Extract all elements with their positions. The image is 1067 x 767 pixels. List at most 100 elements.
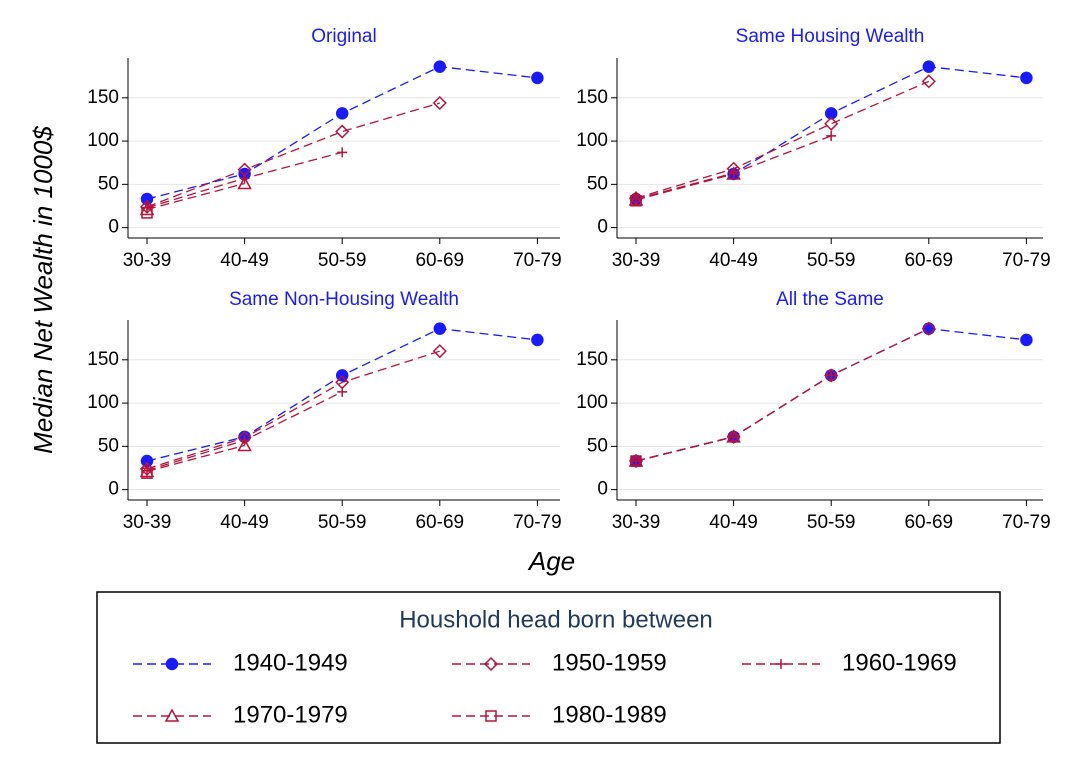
panel: 0 50 100 150 30-39 40-49 50-59 60-69 70-79 <box>576 58 1051 271</box>
series-line <box>635 173 734 201</box>
panel: 0 50 100 150 30-39 40-49 50-59 60-69 70-79 <box>87 320 562 533</box>
marker <box>1020 333 1033 347</box>
marker <box>433 60 447 73</box>
x-axis-label: Age <box>527 546 575 576</box>
legend-title: Houshold head born between <box>399 606 713 633</box>
x-tick-label: 50-59 <box>318 250 367 271</box>
y-tick-label: 0 <box>108 217 119 238</box>
x-tick-label: 30-39 <box>123 512 172 533</box>
panel-title: Same Housing Wealth <box>736 26 925 47</box>
series-line <box>146 182 245 211</box>
legend-box <box>96 591 1001 744</box>
marker <box>824 116 839 131</box>
marker <box>1020 71 1033 85</box>
legend-marker <box>165 657 179 671</box>
x-tick-label: 70-79 <box>513 512 562 533</box>
x-tick-label: 70-79 <box>1002 250 1051 271</box>
y-tick-label: 50 <box>98 173 119 194</box>
series-line <box>146 350 440 470</box>
marker <box>921 321 936 336</box>
marker <box>630 455 642 467</box>
x-tick-label: 70-79 <box>513 250 562 271</box>
marker <box>921 74 936 89</box>
y-tick-label: 0 <box>597 479 608 500</box>
marker <box>726 166 741 180</box>
marker <box>726 429 741 444</box>
marker <box>432 344 447 359</box>
y-tick-label: 100 <box>576 392 608 413</box>
marker <box>628 453 644 469</box>
panel-title: Same Non-Housing Wealth <box>229 289 459 310</box>
marker <box>824 107 838 120</box>
y-tick-label: 50 <box>98 435 119 456</box>
x-tick-label: 40-49 <box>220 250 269 271</box>
legend-marker <box>483 656 499 672</box>
y-axis-label: Median Net Wealth in 1000$ <box>28 126 58 454</box>
x-tick-label: 60-69 <box>904 512 953 533</box>
panel-title: All the Same <box>776 289 884 310</box>
x-tick-label: 40-49 <box>220 512 269 533</box>
marker <box>139 463 155 478</box>
x-tick-label: 40-49 <box>709 512 758 533</box>
series-line <box>146 444 245 473</box>
series-line <box>635 80 930 199</box>
series-line <box>635 436 734 462</box>
x-tick-label: 60-69 <box>415 250 464 271</box>
y-tick-label: 0 <box>597 217 608 238</box>
panel: 0 50 100 150 30-39 40-49 50-59 60-69 70-79 <box>87 58 562 271</box>
marker <box>726 429 741 443</box>
x-tick-label: 60-69 <box>415 512 464 533</box>
marker <box>922 322 936 335</box>
marker <box>922 60 936 73</box>
y-tick-label: 50 <box>587 435 608 456</box>
legend-label: 1960-1969 <box>842 649 957 676</box>
y-tick-label: 100 <box>87 130 119 151</box>
x-tick-label: 30-39 <box>612 512 661 533</box>
legend-label: 1950-1959 <box>552 649 667 676</box>
marker <box>139 201 155 216</box>
marker <box>432 95 447 111</box>
legend-label: 1980-1989 <box>552 701 667 728</box>
marker <box>826 370 837 381</box>
y-tick-label: 150 <box>576 349 608 370</box>
x-tick-label: 30-39 <box>123 250 172 271</box>
marker <box>630 195 642 207</box>
marker <box>139 199 155 214</box>
marker <box>531 333 544 347</box>
marker <box>335 107 349 120</box>
x-tick-label: 50-59 <box>318 512 367 533</box>
x-tick-label: 60-69 <box>904 250 953 271</box>
marker <box>824 368 839 383</box>
x-tick-label: 70-79 <box>1002 512 1051 533</box>
marker <box>335 124 350 139</box>
x-tick-label: 50-59 <box>807 250 856 271</box>
marker <box>531 71 544 85</box>
y-tick-label: 150 <box>87 87 119 108</box>
marker <box>337 147 348 158</box>
x-tick-label: 30-39 <box>612 250 661 271</box>
legend-marker <box>164 708 180 722</box>
x-tick-label: 50-59 <box>807 512 856 533</box>
y-tick-label: 100 <box>576 130 608 151</box>
marker <box>337 386 348 397</box>
marker <box>433 322 447 335</box>
y-tick-label: 50 <box>587 173 608 194</box>
y-tick-label: 150 <box>87 349 119 370</box>
y-tick-label: 0 <box>108 479 119 500</box>
legend-label: 1970-1979 <box>233 701 348 728</box>
y-tick-label: 100 <box>87 392 119 413</box>
marker <box>141 207 153 219</box>
marker <box>237 175 252 190</box>
x-tick-label: 40-49 <box>709 250 758 271</box>
panel: 0 50 100 150 30-39 40-49 50-59 60-69 70-79 <box>576 320 1051 533</box>
marker <box>628 192 644 206</box>
marker <box>141 467 153 479</box>
legend-marker <box>485 710 497 722</box>
legend-marker <box>776 659 786 669</box>
legend-label: 1940-1949 <box>233 649 348 676</box>
y-tick-label: 150 <box>576 87 608 108</box>
panel-title: Original <box>311 26 376 47</box>
marker <box>826 130 837 141</box>
